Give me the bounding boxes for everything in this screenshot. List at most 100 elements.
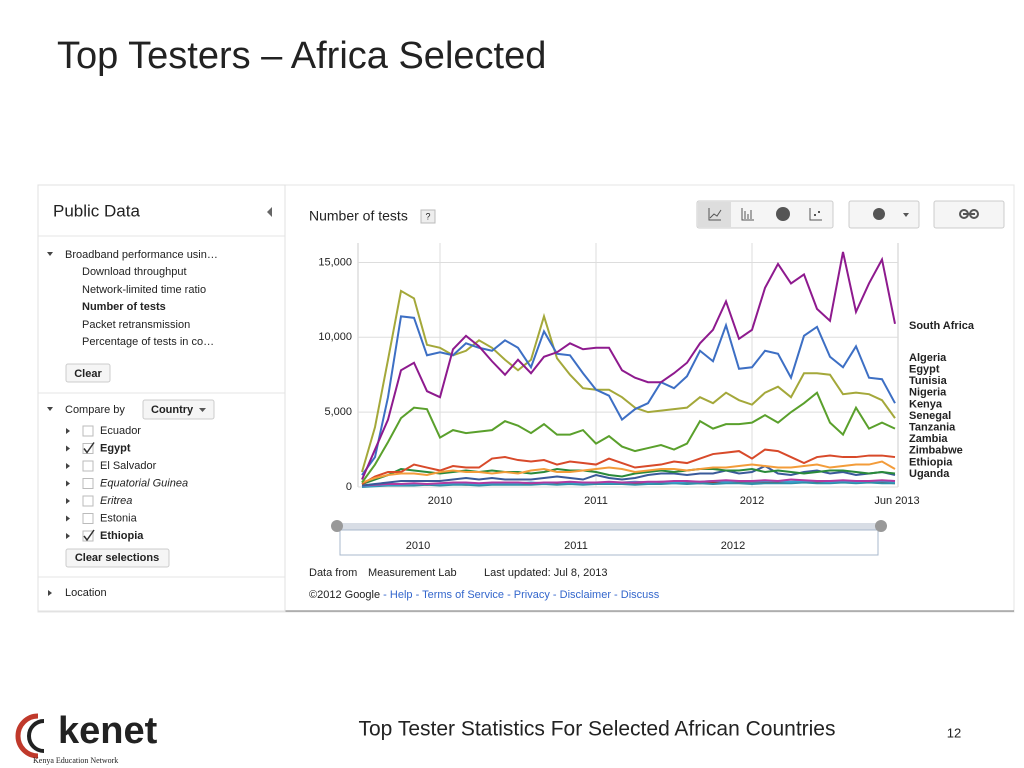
metric[interactable]: Percentage of tests in co… bbox=[82, 336, 214, 348]
line-icon bbox=[708, 208, 722, 221]
dropdown-arrow bbox=[903, 213, 909, 217]
metric[interactable]: Network-limited time ratio bbox=[82, 284, 206, 296]
series-line bbox=[361, 481, 895, 488]
checkmark bbox=[83, 529, 95, 542]
timeline-handle[interactable] bbox=[875, 520, 887, 532]
scatter-dot bbox=[814, 214, 816, 216]
page-number: 12 bbox=[947, 725, 961, 740]
metric[interactable]: Download throughput bbox=[82, 266, 187, 278]
expand-icon[interactable] bbox=[66, 463, 70, 469]
legal-link[interactable]: Terms of Service bbox=[422, 589, 504, 601]
timeline-label: 2010 bbox=[406, 540, 430, 552]
help-label: ? bbox=[425, 211, 430, 221]
location[interactable]: Location bbox=[65, 587, 107, 599]
expand-icon[interactable] bbox=[66, 428, 70, 434]
legend-entry[interactable]: Zambia bbox=[909, 433, 948, 445]
expand-icon[interactable] bbox=[66, 533, 70, 539]
clear-label: Clear bbox=[74, 368, 102, 380]
compare-dropdown[interactable] bbox=[142, 399, 215, 420]
checkbox[interactable] bbox=[82, 425, 94, 437]
legend-entry[interactable]: Zimbabwe bbox=[909, 445, 963, 457]
series-line bbox=[361, 391, 896, 484]
logo-text: kenet bbox=[58, 710, 158, 752]
legal-text: - bbox=[413, 589, 423, 601]
timeline-window bbox=[339, 529, 879, 556]
collapse-icon[interactable] bbox=[267, 207, 272, 217]
x-tick-label: Jun 2013 bbox=[874, 495, 919, 507]
clear-button[interactable] bbox=[65, 363, 111, 383]
slide-caption: Top Tester Statistics For Selected Afric… bbox=[359, 718, 836, 741]
y-tick-label: 0 bbox=[346, 481, 352, 493]
legal-link[interactable]: Help bbox=[390, 589, 413, 601]
country[interactable]: Egypt bbox=[100, 442, 131, 454]
checkbox[interactable] bbox=[82, 478, 94, 489]
legend-entry[interactable]: Senegal bbox=[909, 410, 951, 422]
link-icon bbox=[969, 209, 979, 219]
legend-entry[interactable]: Nigeria bbox=[909, 387, 947, 399]
compare-by: Compare by bbox=[65, 404, 125, 416]
expand-icon[interactable] bbox=[66, 480, 70, 487]
dataset[interactable]: Broadband performance usin… bbox=[65, 249, 218, 261]
timeline-track[interactable] bbox=[340, 523, 880, 530]
help-box[interactable] bbox=[420, 209, 436, 224]
x-tick-label: 2011 bbox=[584, 495, 608, 507]
expand-icon[interactable] bbox=[47, 407, 53, 411]
series-line bbox=[361, 468, 896, 485]
clear-selections-button[interactable] bbox=[65, 548, 170, 568]
expand-icon[interactable] bbox=[66, 515, 70, 522]
expand-icon[interactable] bbox=[66, 498, 70, 504]
checkbox[interactable] bbox=[82, 443, 94, 454]
legend-entry[interactable]: Ethiopia bbox=[909, 456, 953, 468]
country[interactable]: Ethiopia bbox=[100, 530, 144, 542]
x-tick-label: 2012 bbox=[740, 495, 764, 507]
legend-entry[interactable]: Egypt bbox=[909, 364, 940, 376]
y-axis-title: Number of tests bbox=[309, 208, 408, 224]
scatter-dot bbox=[818, 211, 820, 213]
y-tick-label: 15,000 bbox=[318, 256, 352, 268]
expand-icon[interactable] bbox=[47, 252, 53, 256]
legal-text: ©2012 Google bbox=[309, 589, 380, 601]
bar-icon[interactable] bbox=[741, 208, 754, 221]
y-tick-label: 5,000 bbox=[324, 406, 352, 418]
gear-icon bbox=[873, 208, 885, 220]
source-link[interactable]: Measurement Lab bbox=[368, 567, 457, 579]
country[interactable]: Equatorial Guinea bbox=[100, 477, 188, 489]
legend-entry[interactable]: Tanzania bbox=[909, 422, 956, 434]
legend-entry[interactable]: Kenya bbox=[909, 398, 943, 410]
logo-mark bbox=[15, 713, 39, 759]
logo-mark bbox=[27, 719, 45, 753]
timeline-handle[interactable] bbox=[331, 520, 343, 532]
checkbox[interactable] bbox=[82, 460, 94, 472]
scatter-icon[interactable] bbox=[809, 208, 822, 221]
legend-entry[interactable]: South Africa bbox=[909, 320, 975, 332]
checkbox[interactable] bbox=[82, 495, 94, 507]
clear-selections-label: Clear selections bbox=[75, 552, 159, 564]
expand-icon[interactable] bbox=[48, 590, 52, 596]
x-tick-label: 2010 bbox=[428, 495, 452, 507]
series-line bbox=[361, 464, 896, 487]
metric-selected[interactable]: Number of tests bbox=[82, 301, 166, 313]
legend-entry[interactable]: Algeria bbox=[909, 352, 947, 364]
legend-entry[interactable]: Tunisia bbox=[909, 375, 948, 387]
legal-link[interactable]: Discuss bbox=[621, 589, 660, 601]
checkbox[interactable] bbox=[82, 530, 94, 542]
checkmark bbox=[83, 442, 95, 454]
map-icon[interactable] bbox=[776, 207, 790, 221]
legal-link[interactable]: Privacy bbox=[514, 589, 551, 601]
expand-icon[interactable] bbox=[66, 445, 70, 452]
country[interactable]: El Salvador bbox=[100, 460, 157, 472]
legal-link[interactable]: Disclaimer bbox=[560, 589, 612, 601]
legend-entry[interactable]: Uganda bbox=[909, 468, 950, 480]
country-list: Ecuador Egypt El Salvador Equatorial Guinea… bbox=[66, 425, 188, 542]
country[interactable]: Estonia bbox=[100, 512, 138, 524]
series-line bbox=[361, 460, 896, 484]
checkbox[interactable] bbox=[82, 513, 94, 524]
legal-text: - bbox=[550, 589, 560, 601]
country[interactable]: Ecuador bbox=[100, 425, 141, 437]
timeline-label: 2012 bbox=[721, 540, 745, 552]
timeline-label: 2011 bbox=[564, 540, 588, 552]
metric[interactable]: Packet retransmission bbox=[82, 319, 190, 331]
country[interactable]: Eritrea bbox=[100, 495, 132, 507]
logo-subtitle: Kenya Education Network bbox=[33, 756, 118, 765]
